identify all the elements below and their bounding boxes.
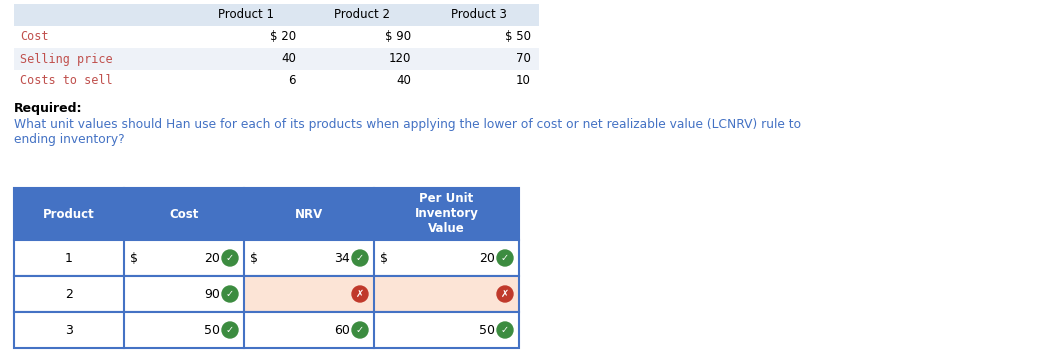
- Bar: [15, 240, 518, 276]
- Text: What unit values should Han use for each of its products when applying the lower: What unit values should Han use for each…: [15, 118, 802, 146]
- Text: ✓: ✓: [501, 325, 509, 335]
- Bar: [244, 240, 374, 276]
- Circle shape: [222, 250, 239, 266]
- Text: 34: 34: [334, 252, 351, 265]
- Circle shape: [497, 322, 513, 338]
- Text: 20: 20: [204, 252, 220, 265]
- Text: Product 1: Product 1: [219, 9, 275, 22]
- Text: Cost: Cost: [20, 30, 49, 43]
- Bar: [124, 240, 244, 276]
- Text: $: $: [250, 252, 258, 265]
- Bar: [15, 48, 539, 70]
- Bar: [15, 70, 539, 92]
- Text: 50: 50: [479, 323, 495, 336]
- Text: Costs to sell: Costs to sell: [20, 74, 113, 87]
- Bar: [374, 312, 518, 348]
- Text: 90: 90: [204, 287, 220, 300]
- Circle shape: [352, 286, 368, 302]
- Text: $: $: [380, 252, 388, 265]
- Text: ✓: ✓: [226, 253, 234, 263]
- Bar: [15, 312, 124, 348]
- Text: Per Unit
Inventory
Value: Per Unit Inventory Value: [415, 192, 478, 235]
- Text: 20: 20: [479, 252, 495, 265]
- Text: 40: 40: [281, 52, 296, 65]
- Text: 40: 40: [396, 74, 411, 87]
- Text: $ 50: $ 50: [505, 30, 531, 43]
- Text: $: $: [130, 252, 138, 265]
- Bar: [15, 276, 518, 312]
- Bar: [374, 240, 518, 276]
- Bar: [15, 312, 518, 348]
- Text: ✓: ✓: [226, 325, 234, 335]
- Circle shape: [222, 322, 239, 338]
- Bar: [15, 188, 518, 240]
- Bar: [15, 26, 539, 48]
- Text: 1: 1: [65, 252, 73, 265]
- Bar: [244, 276, 374, 312]
- Text: Required:: Required:: [15, 102, 83, 115]
- Text: 120: 120: [389, 52, 411, 65]
- Text: Product: Product: [44, 208, 94, 221]
- Bar: [15, 276, 124, 312]
- Text: Product 3: Product 3: [451, 9, 507, 22]
- Text: ✓: ✓: [356, 325, 364, 335]
- Text: ✓: ✓: [226, 289, 234, 299]
- Text: 10: 10: [516, 74, 531, 87]
- Text: Selling price: Selling price: [20, 52, 113, 65]
- Text: ✗: ✗: [501, 289, 509, 299]
- Text: ✓: ✓: [501, 253, 509, 263]
- Text: 50: 50: [204, 323, 220, 336]
- Text: NRV: NRV: [295, 208, 324, 221]
- Circle shape: [222, 286, 239, 302]
- Circle shape: [497, 250, 513, 266]
- Text: 6: 6: [288, 74, 296, 87]
- Bar: [15, 4, 539, 26]
- Bar: [124, 276, 244, 312]
- Bar: [244, 312, 374, 348]
- Text: ✓: ✓: [356, 253, 364, 263]
- Text: $ 20: $ 20: [270, 30, 296, 43]
- Bar: [124, 312, 244, 348]
- Text: 60: 60: [334, 323, 351, 336]
- Text: 70: 70: [516, 52, 531, 65]
- Text: $ 90: $ 90: [385, 30, 411, 43]
- Circle shape: [352, 250, 368, 266]
- Text: ✗: ✗: [356, 289, 364, 299]
- Text: Product 2: Product 2: [334, 9, 390, 22]
- Bar: [15, 240, 124, 276]
- Bar: [374, 276, 518, 312]
- Text: Cost: Cost: [169, 208, 199, 221]
- Circle shape: [497, 286, 513, 302]
- Text: 2: 2: [65, 287, 73, 300]
- Circle shape: [352, 322, 368, 338]
- Text: 3: 3: [65, 323, 73, 336]
